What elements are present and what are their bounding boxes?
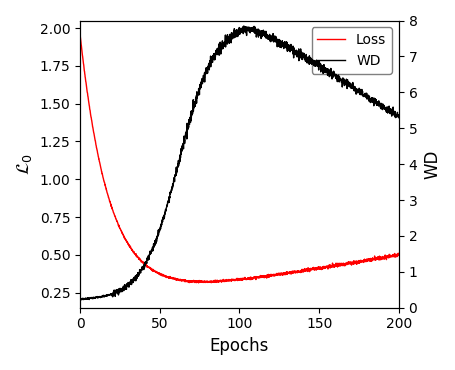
Line: Loss: Loss (80, 34, 398, 283)
WD (196, 87, 201, 91)
WD (85, 296, 90, 300)
Loss (77, 31, 82, 36)
WD (77, 297, 82, 301)
Loss (106, 195, 111, 199)
WD (106, 292, 111, 297)
WD (79, 297, 84, 302)
Loss (195, 280, 201, 284)
Legend: Loss, WD: Loss, WD (311, 27, 391, 74)
Line: WD: WD (80, 26, 398, 300)
Loss (268, 273, 274, 278)
WD (95, 295, 100, 300)
WD (268, 36, 274, 40)
Loss (196, 280, 201, 285)
Loss (339, 263, 344, 267)
Y-axis label: $\mathcal{L}_0$: $\mathcal{L}_0$ (15, 153, 34, 175)
WD (241, 24, 246, 28)
X-axis label: Epochs: Epochs (209, 337, 268, 355)
WD (339, 76, 345, 80)
Y-axis label: WD: WD (422, 149, 440, 179)
Loss (84, 90, 90, 94)
Loss (395, 253, 401, 257)
Loss (94, 148, 100, 153)
WD (395, 115, 401, 120)
